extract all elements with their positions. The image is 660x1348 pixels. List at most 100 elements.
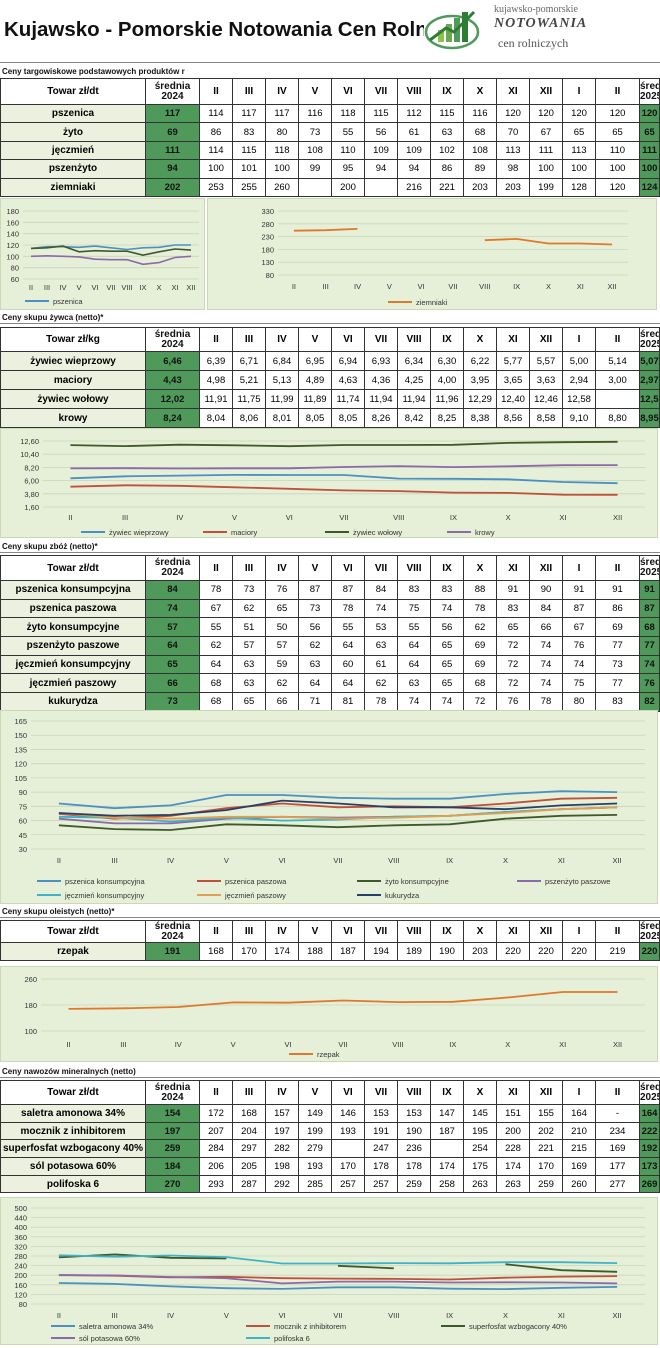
value-cell: 203 bbox=[463, 942, 497, 961]
column-header: IV bbox=[265, 327, 299, 352]
column-header: VII bbox=[364, 1080, 398, 1105]
value-cell: 87 bbox=[331, 580, 365, 600]
value-cell: 67 bbox=[529, 122, 563, 142]
average-cell: 8,95 bbox=[639, 408, 660, 428]
value-cell: 12,58 bbox=[562, 389, 596, 409]
x-tick-label: XII bbox=[613, 856, 622, 865]
x-tick-label: II bbox=[57, 856, 61, 865]
column-header: średnia 2024 bbox=[145, 920, 200, 943]
value-cell: 95 bbox=[331, 159, 365, 179]
column-header: Towar zł/dt bbox=[0, 555, 146, 581]
value-cell: 8,56 bbox=[496, 408, 530, 428]
column-header: III bbox=[232, 327, 266, 352]
legend-label: krowy bbox=[475, 528, 495, 537]
divider bbox=[0, 1077, 660, 1078]
value-cell: 200 bbox=[331, 177, 365, 197]
value-cell: 228 bbox=[496, 1139, 530, 1159]
logo-bottom-text: cen rolniczych bbox=[498, 36, 569, 50]
column-header: I bbox=[562, 327, 596, 352]
table-row: rzepak 191 168 170 174 188 187 194 189 190 203 220 2… bbox=[0, 942, 660, 961]
table-row: saletra amonowa 34% 154 172 168 157 149 146 153… bbox=[0, 1104, 660, 1123]
column-header: Towar zł/dt bbox=[0, 920, 146, 943]
value-cell: 257 bbox=[364, 1174, 398, 1194]
series-line bbox=[337, 1264, 394, 1270]
divider bbox=[0, 552, 660, 553]
legend-label: ziemniaki bbox=[416, 298, 448, 307]
value-cell: 78 bbox=[529, 692, 563, 712]
x-tick-label: III bbox=[323, 282, 329, 291]
y-tick-label: 180 bbox=[261, 245, 274, 254]
table-row: pszenica 117 114 117 117 116 118 115 112 115 116 12… bbox=[0, 103, 660, 124]
series-line bbox=[70, 464, 618, 470]
value-cell: 87 bbox=[562, 598, 596, 619]
value-cell: 77 bbox=[595, 673, 640, 694]
average-cell: 73 bbox=[145, 692, 200, 712]
value-cell: 78 bbox=[463, 598, 497, 619]
column-header: X bbox=[463, 920, 497, 943]
table-row: żywiec wołowy 12,02 11,91 11,75 11,99 11,89 11… bbox=[0, 389, 660, 409]
row-label: żywiec wieprzowy bbox=[0, 351, 146, 371]
value-cell: 91 bbox=[595, 580, 640, 600]
x-tick-label: X bbox=[156, 283, 161, 292]
value-cell: 190 bbox=[430, 942, 464, 961]
value-cell: 205 bbox=[232, 1157, 266, 1176]
series-line bbox=[293, 228, 358, 232]
column-header: VI bbox=[331, 555, 365, 581]
y-tick-label: 8,20 bbox=[24, 463, 39, 472]
value-cell: 8,58 bbox=[529, 408, 563, 428]
y-tick-label: 120 bbox=[14, 1290, 27, 1299]
value-cell: 120 bbox=[496, 103, 530, 124]
value-cell: 287 bbox=[232, 1174, 266, 1194]
value-cell: 113 bbox=[562, 140, 596, 161]
value-cell: 9,10 bbox=[562, 408, 596, 428]
section-title: Ceny skupu żywca (netto)* bbox=[2, 313, 104, 322]
value-cell: 100 bbox=[595, 159, 640, 179]
value-cell: 8,01 bbox=[265, 408, 299, 428]
column-header: X bbox=[463, 78, 497, 105]
value-cell: 68 bbox=[463, 122, 497, 142]
value-cell: 117 bbox=[232, 103, 266, 124]
table-header-row: Towar zł/kg średnia 2024 II III IV V VI VII VIII… bbox=[0, 327, 660, 352]
price-table: Towar zł/dt średnia 2024 II III IV V VI VII VIII… bbox=[0, 920, 660, 961]
y-tick-label: 280 bbox=[14, 1252, 27, 1261]
value-cell: 120 bbox=[562, 103, 596, 124]
row-label: mocznik z inhibitorem bbox=[0, 1121, 146, 1141]
x-tick-label: VI bbox=[279, 856, 286, 865]
value-cell: 83 bbox=[232, 122, 266, 142]
value-cell: 193 bbox=[331, 1121, 365, 1141]
column-header: III bbox=[232, 1080, 266, 1105]
column-header: VIII bbox=[397, 1080, 431, 1105]
value-cell: 199 bbox=[529, 177, 563, 197]
value-cell: 73 bbox=[595, 654, 640, 675]
value-cell: 203 bbox=[463, 177, 497, 197]
value-cell: 66 bbox=[529, 617, 563, 638]
value-cell: 98 bbox=[496, 159, 530, 179]
x-tick-label: III bbox=[112, 856, 118, 865]
value-cell: 6,30 bbox=[430, 351, 464, 371]
value-cell: 198 bbox=[265, 1157, 299, 1176]
x-tick-label: V bbox=[232, 513, 237, 522]
row-label: żyto bbox=[0, 122, 146, 142]
value-cell: 8,06 bbox=[232, 408, 266, 428]
x-tick-label: IX bbox=[139, 283, 146, 292]
x-tick-label: X bbox=[506, 513, 511, 522]
column-header: VIII bbox=[397, 327, 431, 352]
table-row: krowy 8,24 8,04 8,06 8,01 8,05 8,05 8,26 8,42 8,2… bbox=[0, 408, 660, 428]
x-tick-label: XI bbox=[577, 282, 584, 291]
value-cell: 64 bbox=[397, 654, 431, 675]
value-cell: 72 bbox=[463, 692, 497, 712]
average-cell: 65 bbox=[145, 654, 200, 675]
legend-label: żywiec wieprzowy bbox=[109, 528, 169, 537]
value-cell: 89 bbox=[463, 159, 497, 179]
price-table: Towar zł/dt średnia 2024 II III IV V VI VII VIII… bbox=[0, 555, 660, 712]
value-cell: 215 bbox=[562, 1139, 596, 1159]
value-cell: 3,63 bbox=[529, 370, 563, 390]
column-header: II bbox=[595, 1080, 640, 1105]
value-cell: 115 bbox=[232, 140, 266, 161]
y-tick-label: 120 bbox=[14, 760, 27, 769]
value-cell: 51 bbox=[232, 617, 266, 638]
y-tick-label: 500 bbox=[14, 1204, 27, 1213]
series-line bbox=[58, 799, 618, 817]
column-header: II bbox=[595, 555, 640, 581]
column-header: I bbox=[562, 555, 596, 581]
